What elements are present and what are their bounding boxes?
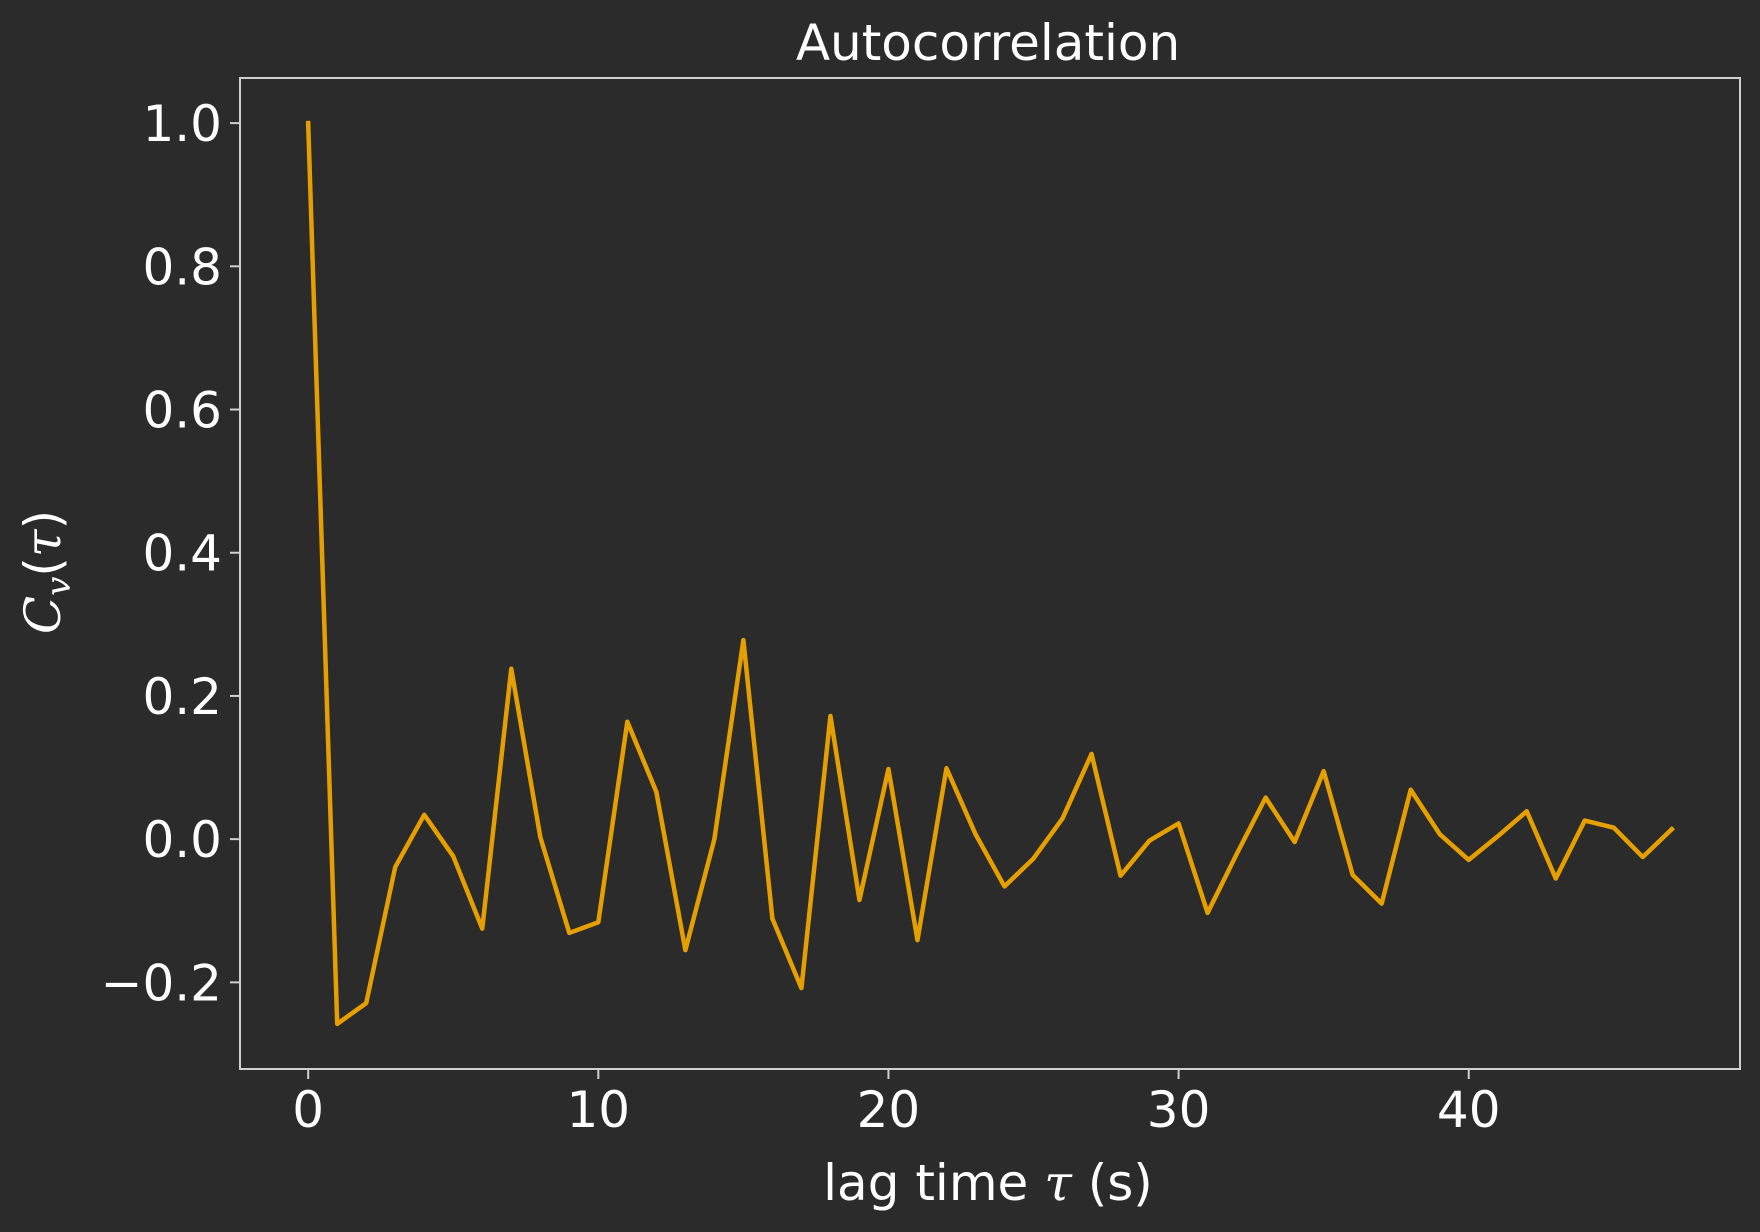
y-tick-label: 0.4	[142, 525, 222, 583]
x-tick-label: 20	[857, 1081, 921, 1139]
y-tick-label: 0.6	[142, 382, 222, 440]
x-tick-label: 40	[1437, 1081, 1501, 1139]
data-series	[305, 120, 1676, 1027]
x-tick-label: 0	[292, 1081, 324, 1139]
y-tick-label: 1.0	[142, 95, 222, 153]
x-tick-label: 10	[567, 1081, 631, 1139]
y-tick-label: 0.8	[142, 238, 222, 296]
axis-ticks: 0 10 20 30 40 −0.2 0.0 0.2 0.4 0.6 0.8 1.0	[101, 95, 1501, 1139]
x-tick-label: 30	[1147, 1081, 1211, 1139]
y-tick-label: 0.2	[142, 668, 222, 726]
chart-title: Autocorrelation	[796, 14, 1180, 72]
y-tick-label: 0.0	[142, 811, 222, 869]
plot-area	[239, 77, 1741, 1070]
y-tick-label: −0.2	[101, 954, 222, 1012]
y-axis-label: Cv(τ)	[14, 510, 79, 634]
x-axis-label: lag time τ (s)	[823, 1154, 1153, 1212]
series-line	[305, 120, 1676, 1027]
